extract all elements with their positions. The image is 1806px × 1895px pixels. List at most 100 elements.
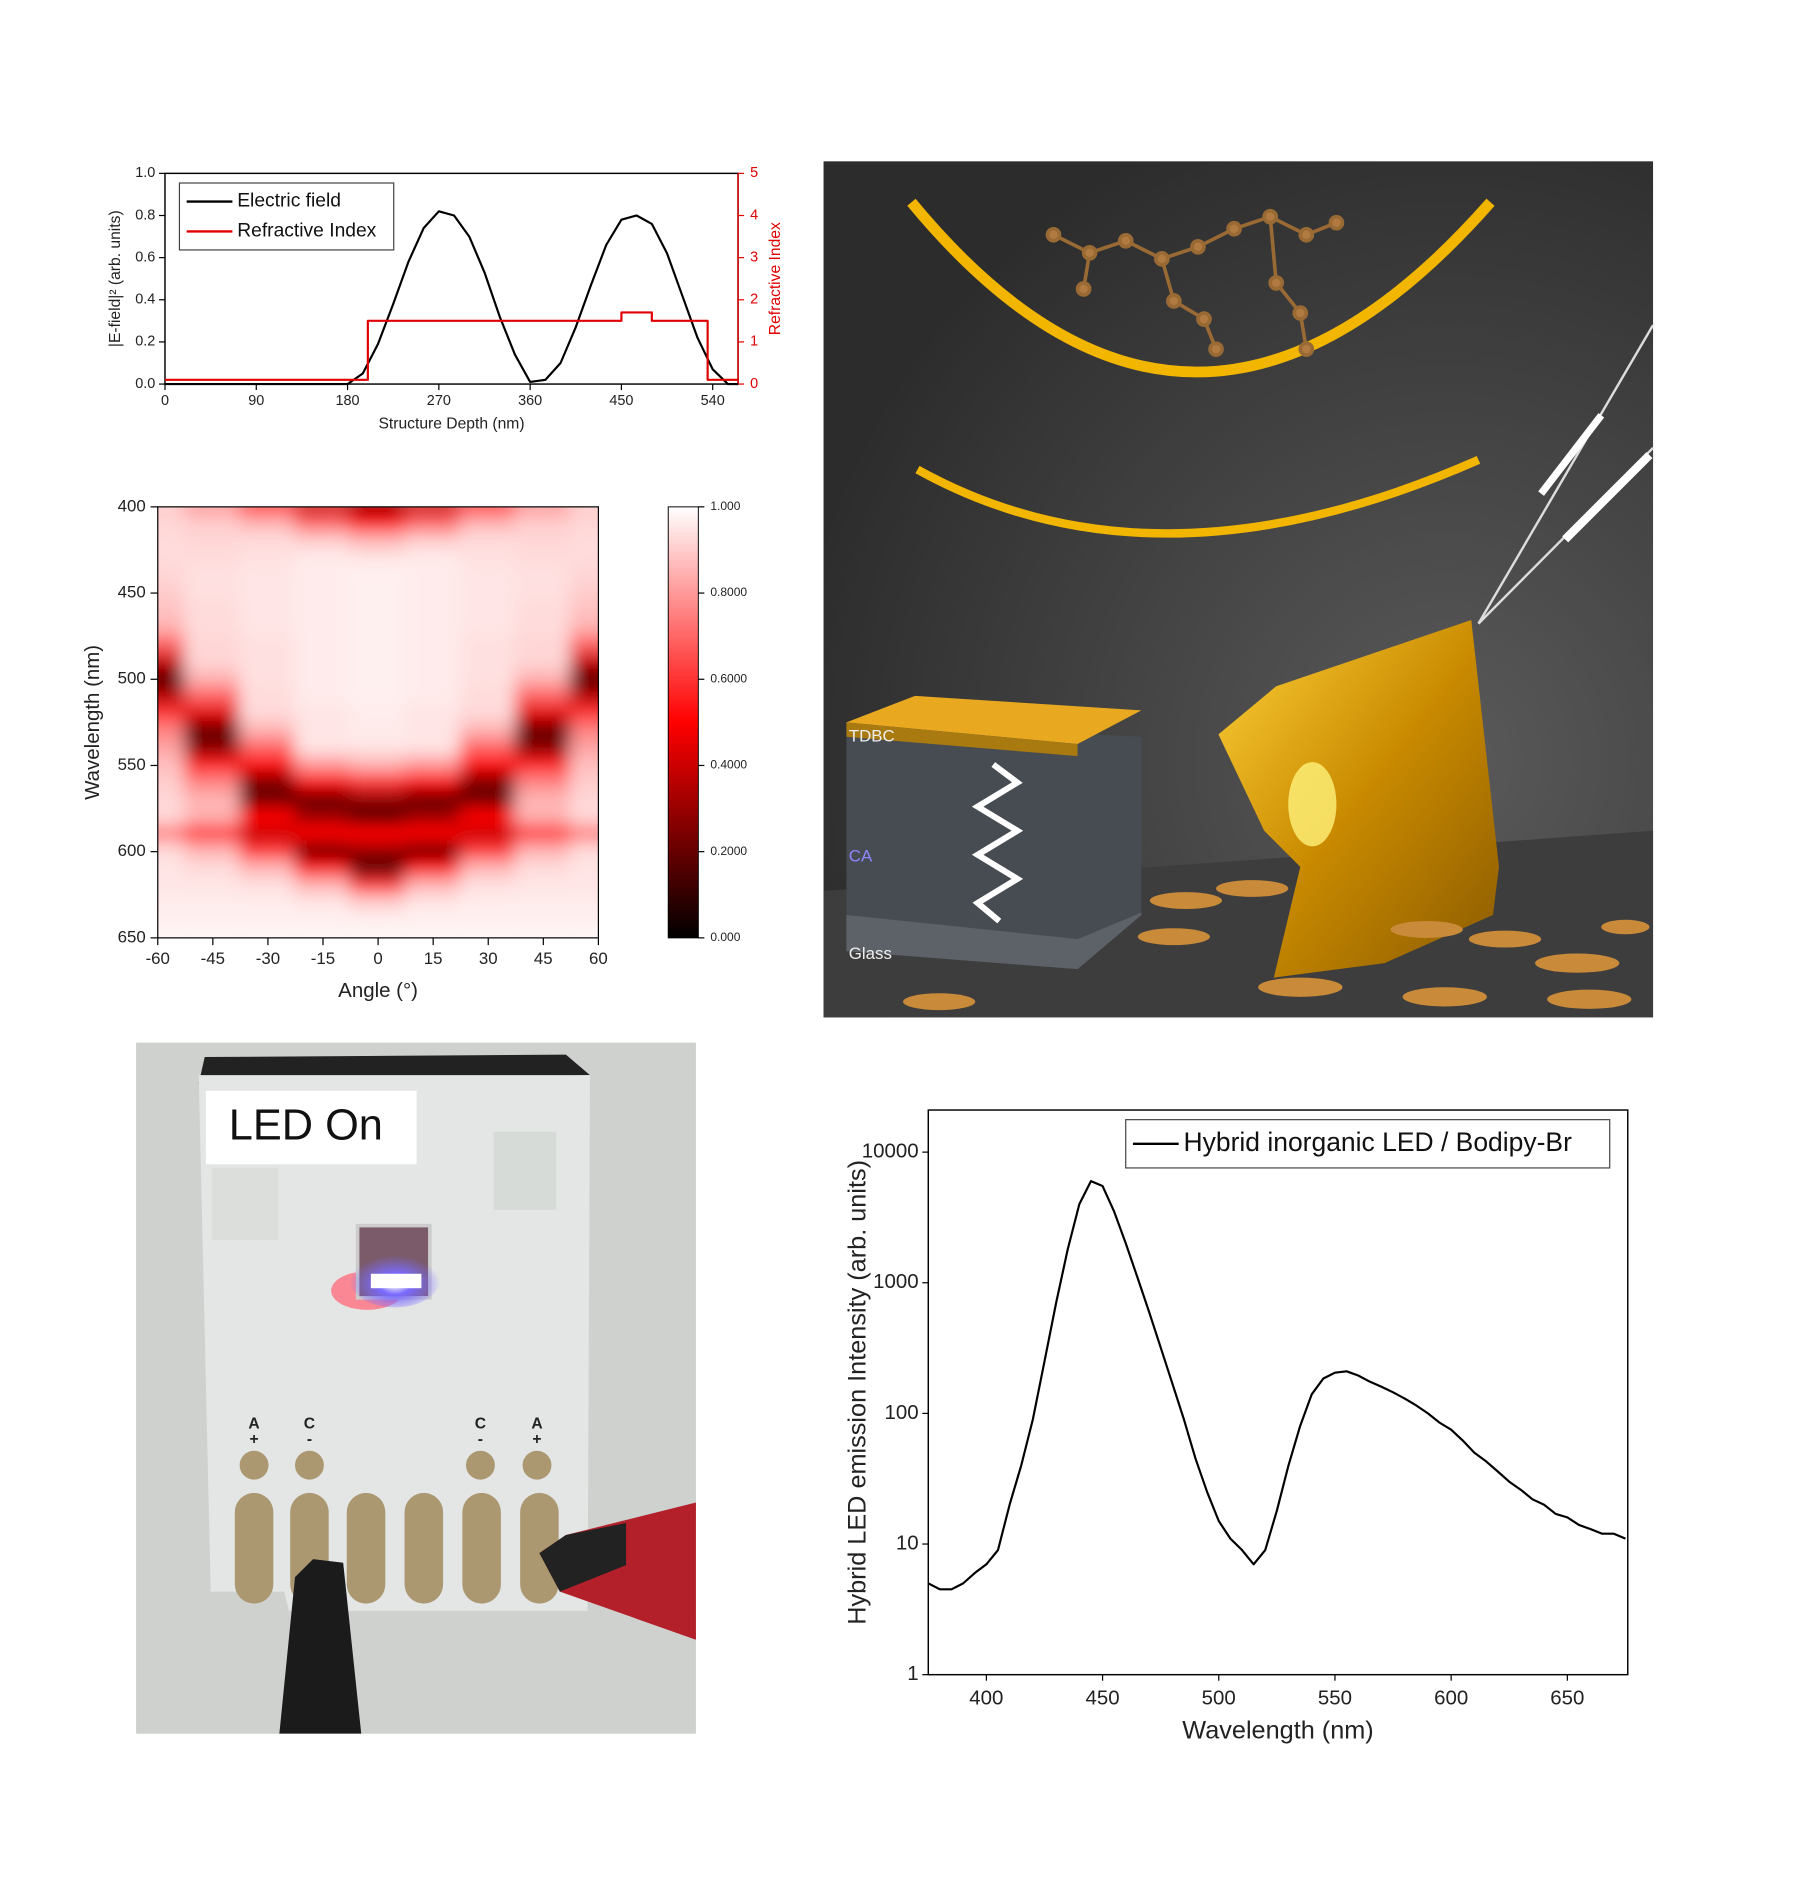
heatmap-cell [404,565,462,586]
y-tick-label: 1.0 [135,165,155,181]
x-tick-label: 15 [424,949,443,968]
heatmap-cell [569,531,599,552]
heatmap-cell [349,772,407,793]
heatmap-cell [184,583,242,603]
colorbar-tick-label: 1.000 [710,499,740,513]
heatmap-cell [514,841,573,862]
heatmap-cell [404,841,462,862]
heatmap-cell [349,565,407,586]
heatmap-cell [349,583,407,603]
tape [493,1131,557,1210]
heatmap-cell [239,841,297,862]
heatmap-cell [349,928,407,938]
pad-label: + [250,1431,259,1448]
heatmap-cell [239,531,297,552]
heatmap-cell [514,721,573,741]
heatmap-cell [404,703,462,724]
tape [211,1167,279,1241]
heatmap-cell [349,686,407,707]
heatmap-cell [157,841,187,862]
heatmap-cell [157,506,187,517]
pad-label: C [304,1415,315,1432]
render-panel: TDBC CA Glass [823,161,1655,1018]
heatmap-cell [239,859,297,879]
caption: LED On [229,1102,383,1150]
heatmap-cell [157,824,187,845]
heatmap-cell [184,824,242,845]
pad-label: A [248,1415,259,1432]
heatmap-cell [514,506,573,517]
heatmap-cell [157,755,187,776]
heatmap-cell [569,514,599,534]
x-tick-label: 450 [1086,1687,1120,1710]
y2-tick-label: 0 [750,376,758,392]
pad-label: A [531,1415,542,1432]
heatmap-cell [514,772,573,793]
y-tick-label: 10 [896,1531,919,1554]
x-tick-label: 60 [589,949,608,968]
heatmap-cell [294,755,352,776]
layer-label: TDBC [849,726,895,745]
heatmap-cell [569,600,599,621]
colorbar-tick-label: 0.6000 [710,671,747,685]
heatmap-cell [294,506,352,517]
needle [1477,324,1655,625]
heatmap-cell [157,876,187,896]
heatmap-cell [184,738,242,759]
heatmap-cell [404,600,462,621]
heatmap-cell [294,790,352,810]
y-tick-label: 400 [118,496,146,515]
heatmap-cell [239,928,297,938]
heatmap-cell [239,893,297,914]
glass-layer [846,912,1142,970]
x-tick-label: 30 [479,949,498,968]
heatmap-cell [514,876,573,896]
heatmap-cell [404,876,462,896]
legend-label: Refractive Index [237,220,376,241]
heatmap-cell [184,841,242,862]
heatmap-cell [459,859,517,879]
y-tick-label: 0.0 [135,376,155,392]
heatmap-cell [569,790,599,810]
heatmap-cell [459,721,517,741]
polariton-curve [915,456,1481,538]
pad-label: + [532,1431,541,1448]
heatmap-cell [157,531,187,552]
y-tick-label: 600 [118,841,146,860]
heatmap-cell [514,531,573,552]
heatmap-cell [514,686,573,707]
heatmap-cell [184,703,242,724]
pad-label: C [475,1415,486,1432]
heatmap-cell [157,910,187,931]
heatmap-cell [157,772,187,793]
x-tick-label: -15 [311,949,335,968]
y-tick-label: 550 [118,755,146,774]
y-tick-label: 0.6 [135,249,155,265]
heatmap-cell [569,755,599,776]
y-axis-label: |E-field|² (arb. units) [107,210,124,347]
heatmap-cell [157,686,187,707]
heatmap-cell [514,634,573,655]
heatmap-cell [294,841,352,862]
heatmap-cell [459,652,517,672]
heatmap-cell [459,738,517,759]
heatmap-cell [157,790,187,810]
needle-glow [1562,452,1653,543]
floor-molecules [903,880,1650,1011]
heatmap-cell [404,721,462,741]
heatmap-cell [349,531,407,552]
heatmap-cell [184,790,242,810]
heatmap-cell [349,600,407,621]
heatmap-cell [294,824,352,845]
heatmap-cell [349,634,407,655]
x-tick-label: 0 [373,949,382,968]
heatmap-cell [514,600,573,621]
heatmap-cell [184,928,242,938]
y2-tick-label: 5 [750,165,758,181]
legend-label: Electric field [237,191,341,212]
x-tick-label: 450 [609,393,633,409]
heatmap-cell [349,617,407,638]
heatmap-cell [459,548,517,569]
heatmap-cell [157,807,187,828]
heatmap-cell [184,859,242,879]
